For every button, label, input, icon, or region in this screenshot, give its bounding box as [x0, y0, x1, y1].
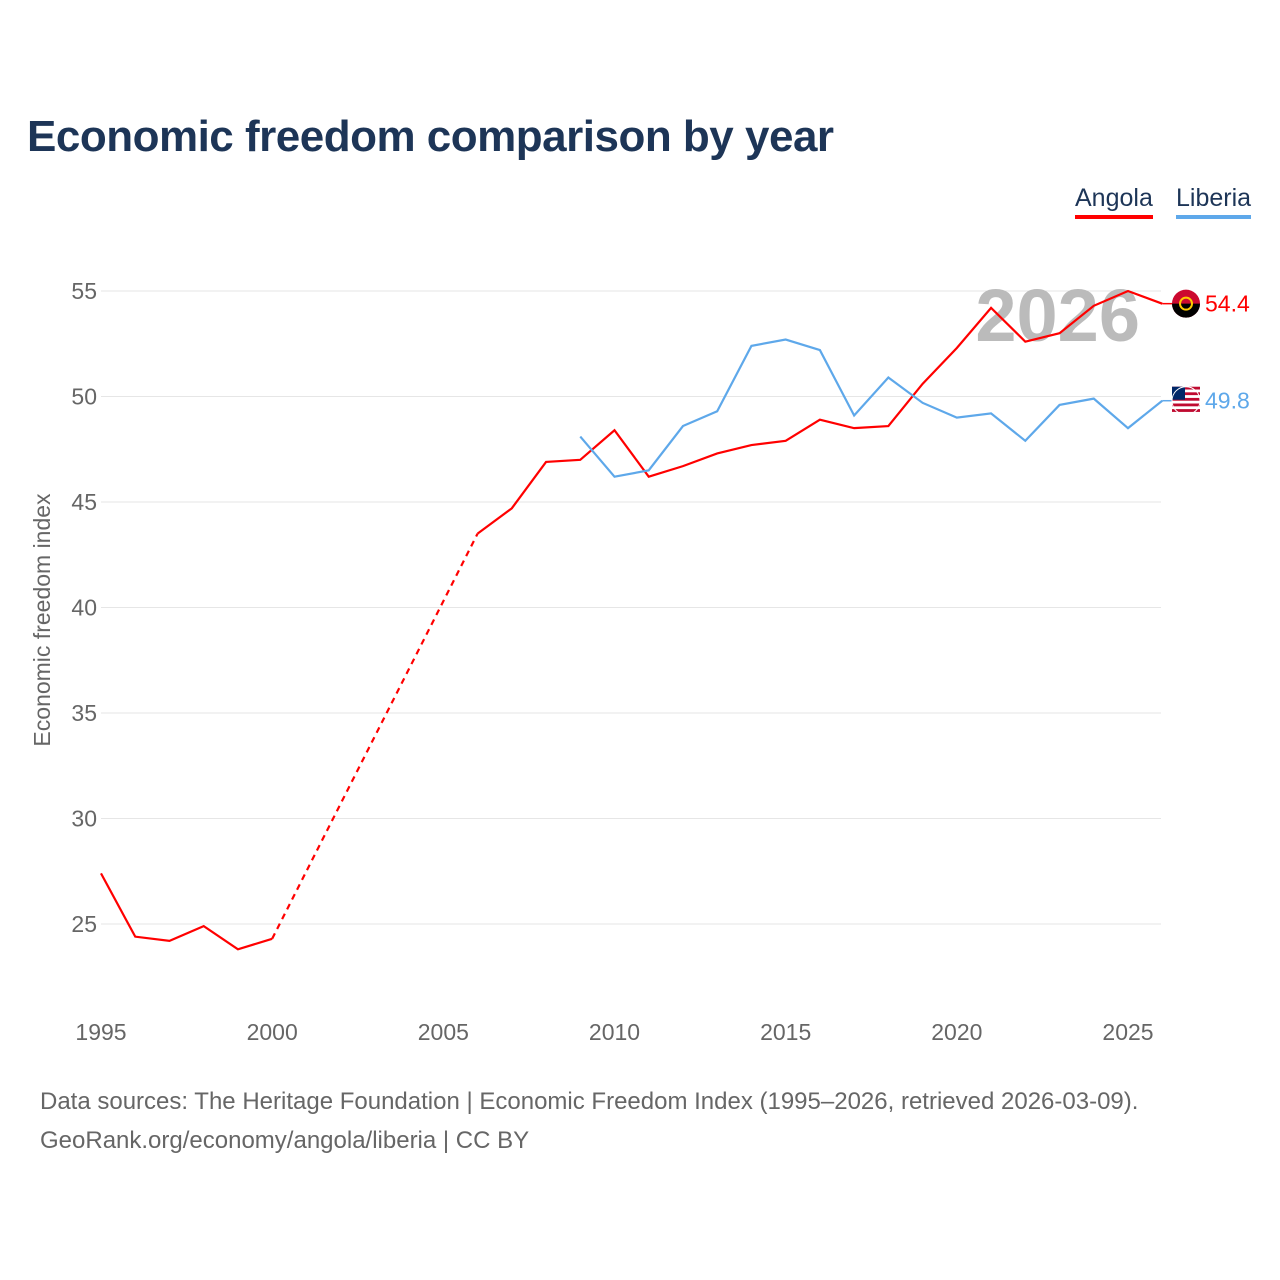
- x-tick-label: 1995: [75, 1019, 126, 1045]
- legend-liberia[interactable]: Liberia: [1176, 184, 1252, 219]
- x-tick-label: 2015: [760, 1019, 811, 1045]
- y-tick-label: 55: [71, 278, 97, 304]
- liberia-flag-border: [1171, 386, 1201, 416]
- source-link[interactable]: GeoRank.org/economy/angola/liberia | CC …: [40, 1127, 530, 1154]
- liberia-flag-canton: [1172, 386, 1185, 400]
- series-gap-dashed: [271, 533, 479, 940]
- y-tick-label: 40: [71, 595, 97, 621]
- series-line-liberia: [579, 338, 1163, 478]
- x-tick-label: 2010: [589, 1019, 640, 1045]
- series-line-angola: [100, 872, 273, 951]
- x-tick-label: 2005: [418, 1019, 469, 1045]
- x-tick-label: 2020: [931, 1019, 982, 1045]
- legend-angola[interactable]: Angola: [1075, 184, 1153, 219]
- y-tick-label: 30: [71, 806, 97, 832]
- angola-flag-emblem: [1179, 296, 1193, 311]
- source-line: Data sources: The Heritage Foundation | …: [40, 1088, 1139, 1115]
- end-value-label-liberia: 49.8: [1205, 388, 1250, 414]
- liberia-flag-stripe: [1172, 397, 1200, 401]
- y-tick-label: 35: [71, 700, 97, 726]
- y-tick-label: 50: [71, 384, 97, 410]
- x-tick-label: 2000: [247, 1019, 298, 1045]
- y-tick-label: 45: [71, 489, 97, 515]
- chart-title: Economic freedom comparison by year: [27, 112, 834, 161]
- liberia-flag-stripe: [1172, 386, 1200, 390]
- y-tick-label: 25: [71, 911, 97, 937]
- y-axis-label: Economic freedom index: [29, 493, 55, 747]
- liberia-flag-stripe: [1172, 403, 1200, 407]
- end-value-label-angola: 54.4: [1205, 291, 1250, 317]
- liberia-flag-stripe: [1172, 392, 1200, 396]
- year-watermark: 2026: [975, 274, 1140, 357]
- liberia-flag-stripe: [1172, 409, 1200, 412]
- x-tick-label: 2025: [1102, 1019, 1153, 1045]
